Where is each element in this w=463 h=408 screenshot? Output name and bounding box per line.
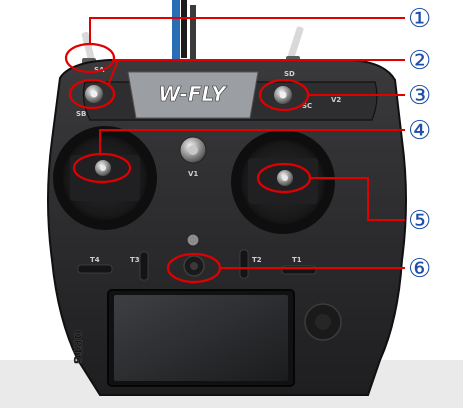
callout-3: ③ (408, 81, 431, 111)
left-gimbal (53, 126, 157, 230)
label-sd: SD (284, 70, 295, 78)
callout-2: ② (408, 46, 431, 76)
label-v1: V1 (188, 170, 198, 178)
right-stick (277, 170, 293, 186)
label-sb: SB (76, 110, 86, 118)
label-t3: T3 (130, 256, 140, 264)
leader-5 (310, 177, 405, 221)
highlight-4 (72, 152, 132, 184)
label-v2: V2 (331, 96, 341, 104)
center-button (183, 233, 205, 277)
side-brand-text: ORTG (71, 330, 84, 364)
brand-logo: W-FLY (158, 82, 228, 106)
left-stick (95, 160, 111, 176)
label-t1: T1 (292, 256, 302, 264)
leader-2b (107, 59, 119, 87)
highlight-2 (68, 78, 116, 110)
logo-plate (127, 71, 259, 119)
trim-t3 (139, 251, 149, 281)
antenna (172, 0, 196, 62)
leader-4 (99, 129, 405, 154)
trim-t2 (239, 249, 249, 279)
label-t2: T2 (252, 256, 262, 264)
leader-1 (89, 17, 405, 44)
callout-1: ① (408, 4, 431, 34)
label-sc: SC (302, 102, 312, 110)
switch-sc (274, 86, 292, 104)
callout-6: ⑥ (408, 254, 431, 284)
lcd-screen (114, 295, 288, 381)
nav-pad (304, 303, 342, 341)
knob-v1 (179, 136, 207, 164)
label-t4: T4 (90, 256, 100, 264)
trim-t4 (77, 264, 113, 274)
switch-sb (85, 85, 103, 103)
callout-5: ⑤ (408, 206, 431, 236)
callout-4: ④ (408, 116, 431, 146)
